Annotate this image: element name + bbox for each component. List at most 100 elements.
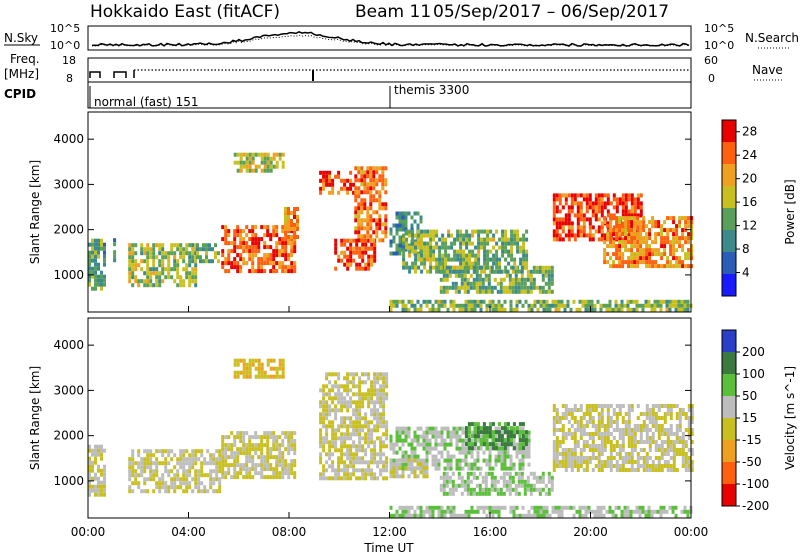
power-cell (236, 269, 240, 274)
velocity-cell (140, 473, 144, 478)
power-cell (248, 168, 252, 173)
power-cell (360, 206, 364, 211)
power-cell (290, 261, 294, 266)
power-cell (573, 237, 577, 242)
power-cell (158, 263, 162, 268)
power-cell (381, 166, 385, 171)
velocity-cell (605, 509, 609, 514)
velocity-cell (137, 461, 141, 466)
velocity-cell (254, 374, 258, 379)
velocity-cell (346, 388, 350, 393)
velocity-cell (618, 448, 622, 452)
power-cell (475, 265, 479, 270)
velocity-cell (398, 474, 402, 479)
velocity-cell (684, 452, 688, 456)
power-cell (251, 253, 255, 258)
power-cell (514, 289, 518, 294)
power-cell (398, 211, 402, 216)
velocity-cell (370, 396, 374, 401)
power-cell (287, 235, 290, 239)
power-cell (296, 227, 299, 231)
power-cell (452, 303, 456, 308)
velocity-cell (615, 420, 619, 424)
velocity-cell (675, 416, 679, 420)
power-cell (103, 278, 106, 283)
velocity-cell (618, 452, 622, 456)
velocity-cell (319, 420, 323, 425)
power-cell (672, 240, 676, 245)
velocity-cell (431, 454, 435, 459)
velocity-cell (331, 432, 335, 437)
power-cell (146, 259, 150, 264)
velocity-cell (564, 416, 568, 420)
velocity-cell (272, 366, 276, 371)
velocity-cell (491, 442, 495, 447)
power-heatmap-cells (88, 152, 694, 312)
power-cell (578, 307, 582, 312)
power-cell (520, 277, 524, 282)
power-cell (435, 261, 439, 266)
velocity-cell (266, 455, 270, 460)
power-cell (660, 264, 664, 269)
power-cell (284, 265, 288, 270)
velocity-cell (194, 461, 198, 466)
velocity-cell (254, 431, 258, 436)
velocity-cell (446, 454, 450, 459)
power-cell (284, 237, 288, 242)
power-cell (290, 219, 293, 223)
power-cell (346, 246, 350, 251)
velocity-cell (322, 424, 326, 429)
power-cell (275, 261, 279, 266)
velocity-cell (566, 505, 570, 510)
velocity-cell (398, 430, 402, 435)
velocity-cell (606, 408, 610, 412)
velocity-cell (512, 442, 516, 447)
velocity-cell (173, 453, 177, 458)
velocity-cell (325, 404, 329, 409)
velocity-cell (585, 424, 589, 428)
power-cell (510, 249, 514, 254)
power-cell (420, 229, 424, 234)
power-cell (648, 236, 652, 241)
power-cell (245, 152, 249, 157)
velocity-cell (508, 483, 512, 488)
noise-tick-low: 10^0 (50, 39, 80, 52)
power-cell (94, 286, 97, 291)
velocity-cell (367, 404, 371, 409)
power-cell (672, 232, 676, 237)
velocity-cell (257, 471, 261, 476)
power-cell (389, 303, 393, 308)
power-cell (242, 160, 246, 165)
power-cell (263, 160, 267, 165)
power-cell (245, 241, 249, 246)
velocity-cell (103, 464, 106, 469)
velocity-cell (197, 457, 201, 462)
velocity-cell (555, 436, 559, 440)
velocity-cell (407, 466, 411, 471)
power-cell (164, 275, 168, 280)
velocity-cell (487, 487, 491, 492)
power-cell (328, 174, 332, 179)
power-cell (401, 299, 405, 304)
velocity-cell (506, 430, 510, 435)
power-cell (398, 251, 402, 256)
power-cell (366, 222, 370, 227)
velocity-cell (541, 487, 545, 492)
velocity-cell (352, 456, 356, 461)
cpid-label: CPID (4, 87, 36, 101)
power-cell (633, 232, 637, 237)
power-cell (176, 283, 180, 288)
velocity-cell (654, 416, 658, 420)
power-cell (158, 283, 162, 288)
power-cell (239, 168, 243, 173)
power-cell (481, 285, 485, 290)
velocity-cell (681, 408, 685, 412)
velocity-cell (100, 448, 103, 453)
power-cell (624, 197, 628, 202)
power-cell (429, 241, 433, 246)
power-cell (402, 233, 406, 238)
velocity-cell (218, 481, 222, 486)
velocity-cell (349, 400, 353, 405)
velocity-cell (152, 461, 156, 466)
velocity-cell (485, 426, 489, 431)
